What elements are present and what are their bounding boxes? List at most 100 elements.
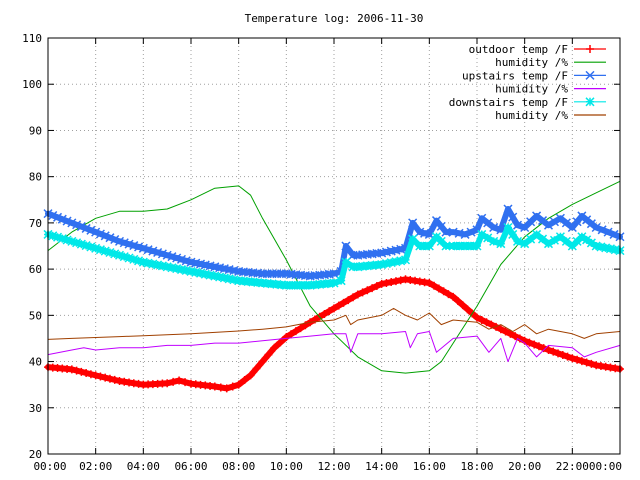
series-point-2 [105,233,115,243]
series-point-4 [238,276,248,286]
y-tick-label: 80 [29,171,42,184]
series-point-0 [496,325,505,334]
series-point-2 [110,234,120,245]
legend-label: humidity /% [495,56,568,69]
series-point-2 [341,241,351,251]
series-point-0 [430,281,439,290]
series-point-0 [453,297,462,306]
series-point-4 [424,241,434,251]
series-point-4 [291,280,301,290]
series-5 [47,307,621,340]
x-tick-label: 04:00 [127,460,160,473]
series-point-4 [143,258,153,268]
series-point-4 [172,264,182,274]
series-point-0 [387,278,396,287]
series-point-0 [101,373,110,382]
series-point-4 [72,238,82,248]
series-point-0 [77,367,86,376]
legend-label: downstairs temp /F [449,96,568,109]
series-point-2 [100,231,110,241]
series-point-4 [415,241,425,251]
y-tick-label: 30 [29,402,42,415]
series-point-0 [270,343,279,352]
series-point-0 [105,374,114,383]
series-point-4 [453,241,463,251]
series-point-0 [169,377,178,386]
series-point-0 [382,278,391,287]
series-point-2 [483,218,493,228]
series-point-2 [532,211,542,221]
series-point-4 [381,259,391,269]
series-point-0 [425,278,434,287]
series-point-4 [372,260,382,270]
series-point-4 [458,241,468,251]
series-point-4 [561,236,571,246]
series-point-0 [530,340,539,349]
series-point-2 [561,218,571,228]
series-point-0 [320,309,329,318]
series-point-0 [240,376,249,385]
series-point-0 [264,350,273,359]
series-point-0 [444,290,453,299]
series-point-0 [358,288,367,297]
series-point-0 [477,315,486,324]
series-point-4 [319,279,329,289]
x-tick-label: 10:00 [270,460,303,473]
series-point-4 [591,241,601,251]
y-tick-label: 70 [29,217,42,230]
series-point-4 [386,258,396,268]
series-point-4 [176,265,186,275]
series-point-4 [114,250,125,260]
y-tick-label: 110 [22,32,42,45]
series-point-4 [596,242,606,252]
series-point-0 [473,313,481,322]
legend-marker [586,45,594,53]
series-line-3 [47,331,621,363]
legend-label: humidity /% [495,83,568,96]
series-layer [43,180,625,393]
legend-marker [585,70,595,80]
series-point-2 [503,204,513,214]
series-point-2 [555,213,565,223]
series-point-0 [539,344,548,353]
x-tick-label: 00:00 [589,460,622,473]
series-point-4 [129,254,139,264]
series-point-4 [186,266,196,276]
series-point-2 [538,216,548,226]
series-point-0 [582,358,591,367]
series-point-0 [216,383,225,392]
series-point-0 [325,307,334,316]
series-point-2 [81,223,91,233]
series-point-0 [554,349,563,358]
series-point-0 [296,324,305,333]
series-point-4 [53,232,63,242]
series-point-0 [372,282,381,291]
series-point-0 [434,284,443,293]
series-point-4 [605,244,615,254]
series-point-4 [315,279,325,289]
series-point-0 [573,355,582,364]
series-point-4 [400,255,411,265]
series-point-0 [339,298,348,307]
series-point-2 [597,225,607,235]
series-point-4 [229,275,239,285]
series-point-4 [467,241,477,251]
series-point-4 [377,259,387,270]
series-point-2 [62,216,72,226]
series-point-0 [181,378,190,387]
series-point-0 [234,380,243,389]
series-point-2 [477,213,487,223]
series-point-0 [525,338,534,347]
legend-label: upstairs temp /F [462,69,568,82]
series-point-4 [496,239,506,249]
series-point-4 [162,262,172,272]
y-tick-label: 50 [29,309,42,322]
series-point-4 [76,239,86,249]
series-point-4 [508,229,518,239]
series-point-0 [258,357,267,366]
legend-marker [585,97,595,107]
series-point-4 [549,235,559,245]
x-tick-label: 12:00 [317,460,350,473]
series-point-4 [205,270,215,280]
